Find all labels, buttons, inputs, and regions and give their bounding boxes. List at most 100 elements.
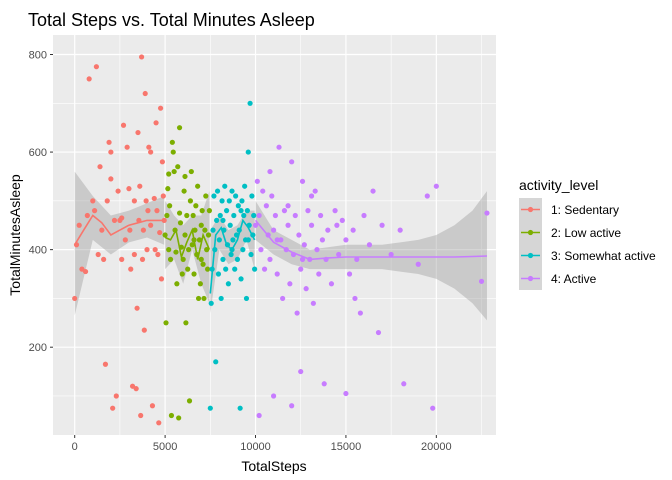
data-point-series-1 <box>159 159 165 165</box>
data-point-series-1 <box>145 208 151 214</box>
data-point-series-2 <box>197 281 203 287</box>
data-point-series-2 <box>198 222 204 228</box>
data-point-series-2 <box>166 247 172 253</box>
data-point-series-2 <box>175 164 181 170</box>
legend-label: 4: Active <box>551 272 597 286</box>
data-point-series-1 <box>110 405 116 411</box>
data-point-series-4 <box>379 222 385 228</box>
data-point-series-4 <box>272 212 279 219</box>
data-point-series-2 <box>182 173 188 180</box>
data-point-series-1 <box>97 164 103 170</box>
data-point-series-3 <box>241 212 247 219</box>
data-point-series-4 <box>270 393 277 399</box>
data-point-series-4 <box>310 300 316 306</box>
data-point-series-4 <box>312 188 318 194</box>
data-point-series-1 <box>156 420 162 426</box>
data-point-series-1 <box>161 217 167 223</box>
data-point-series-2 <box>169 139 175 145</box>
data-point-series-1 <box>84 212 90 219</box>
data-point-series-1 <box>138 412 144 419</box>
data-point-series-1 <box>95 251 101 258</box>
data-point-series-3 <box>211 193 217 199</box>
data-point-series-4 <box>316 271 322 277</box>
data-point-series-4 <box>289 403 295 409</box>
x-tick-label: 20000 <box>421 441 452 453</box>
data-point-series-4 <box>285 222 291 228</box>
data-point-series-1 <box>142 90 148 97</box>
data-point-series-1 <box>139 54 145 60</box>
data-point-series-4 <box>354 256 360 262</box>
x-axis-title: TotalSteps <box>241 458 306 474</box>
data-point-series-1 <box>131 198 137 204</box>
data-point-series-2 <box>167 256 174 262</box>
data-point-series-1 <box>128 266 134 272</box>
data-point-series-1 <box>93 64 99 70</box>
legend-key-point <box>527 275 534 282</box>
data-point-series-2 <box>179 271 185 277</box>
data-point-series-1 <box>151 195 157 202</box>
x-tick-label: 5000 <box>153 441 177 453</box>
data-point-series-4 <box>478 278 485 284</box>
data-point-series-4 <box>339 217 345 223</box>
x-tick-label: 0 <box>72 441 78 453</box>
data-point-series-3 <box>229 188 235 194</box>
confidence-band-series-3 <box>210 210 255 314</box>
data-point-series-1 <box>113 393 119 399</box>
data-point-series-3 <box>248 251 254 258</box>
data-point-series-2 <box>188 168 194 175</box>
data-point-series-4 <box>296 232 302 238</box>
data-point-series-4 <box>319 237 326 243</box>
y-tick-label: 800 <box>29 50 47 62</box>
data-point-series-2 <box>198 256 204 262</box>
data-point-series-1 <box>149 403 156 409</box>
data-point-series-1 <box>135 129 141 136</box>
data-point-series-2 <box>168 412 175 419</box>
data-point-series-1 <box>126 186 132 192</box>
data-point-series-4 <box>280 295 286 302</box>
data-point-series-4 <box>314 247 320 253</box>
data-point-series-3 <box>230 237 236 243</box>
data-point-series-4 <box>281 208 288 214</box>
data-point-series-4 <box>308 193 315 199</box>
data-point-series-2 <box>189 242 195 248</box>
data-point-series-2 <box>170 149 176 155</box>
data-point-series-3 <box>220 256 226 262</box>
data-point-series-3 <box>244 208 250 214</box>
data-point-series-1 <box>143 198 149 204</box>
data-point-series-4 <box>352 295 358 302</box>
data-point-series-1 <box>106 139 112 145</box>
data-point-series-4 <box>252 222 259 228</box>
x-tick-label: 15000 <box>331 441 362 453</box>
data-point-series-4 <box>388 251 394 258</box>
data-point-series-1 <box>124 144 130 150</box>
data-point-series-3 <box>216 237 222 243</box>
legend-label: 1: Sedentary <box>551 203 619 217</box>
data-point-series-2 <box>191 271 197 277</box>
data-points <box>72 54 490 426</box>
data-point-series-1 <box>108 176 114 182</box>
data-point-series-2 <box>199 208 205 214</box>
data-point-series-4 <box>256 412 262 419</box>
data-point-series-1 <box>137 183 143 189</box>
data-point-series-4 <box>305 208 311 214</box>
x-tick-label: 10000 <box>240 441 271 453</box>
data-point-series-2 <box>190 212 196 219</box>
data-point-series-1 <box>99 227 105 233</box>
data-point-series-4 <box>321 381 327 387</box>
data-point-series-4 <box>375 329 382 336</box>
data-point-series-4 <box>298 368 304 375</box>
data-point-series-1 <box>152 247 158 253</box>
data-point-series-2 <box>183 320 189 326</box>
data-point-series-4 <box>415 261 421 267</box>
data-point-series-4 <box>328 281 335 287</box>
data-point-series-1 <box>131 251 137 258</box>
x-axis: 0 5000 10000 15000 20000 <box>72 435 452 453</box>
data-point-series-1 <box>158 276 165 282</box>
data-point-series-4 <box>278 237 284 243</box>
legend-key-point <box>527 252 534 259</box>
data-point-series-1 <box>155 251 161 258</box>
data-point-series-2 <box>180 256 186 262</box>
data-point-series-1 <box>115 188 121 194</box>
data-point-series-1 <box>91 208 98 214</box>
